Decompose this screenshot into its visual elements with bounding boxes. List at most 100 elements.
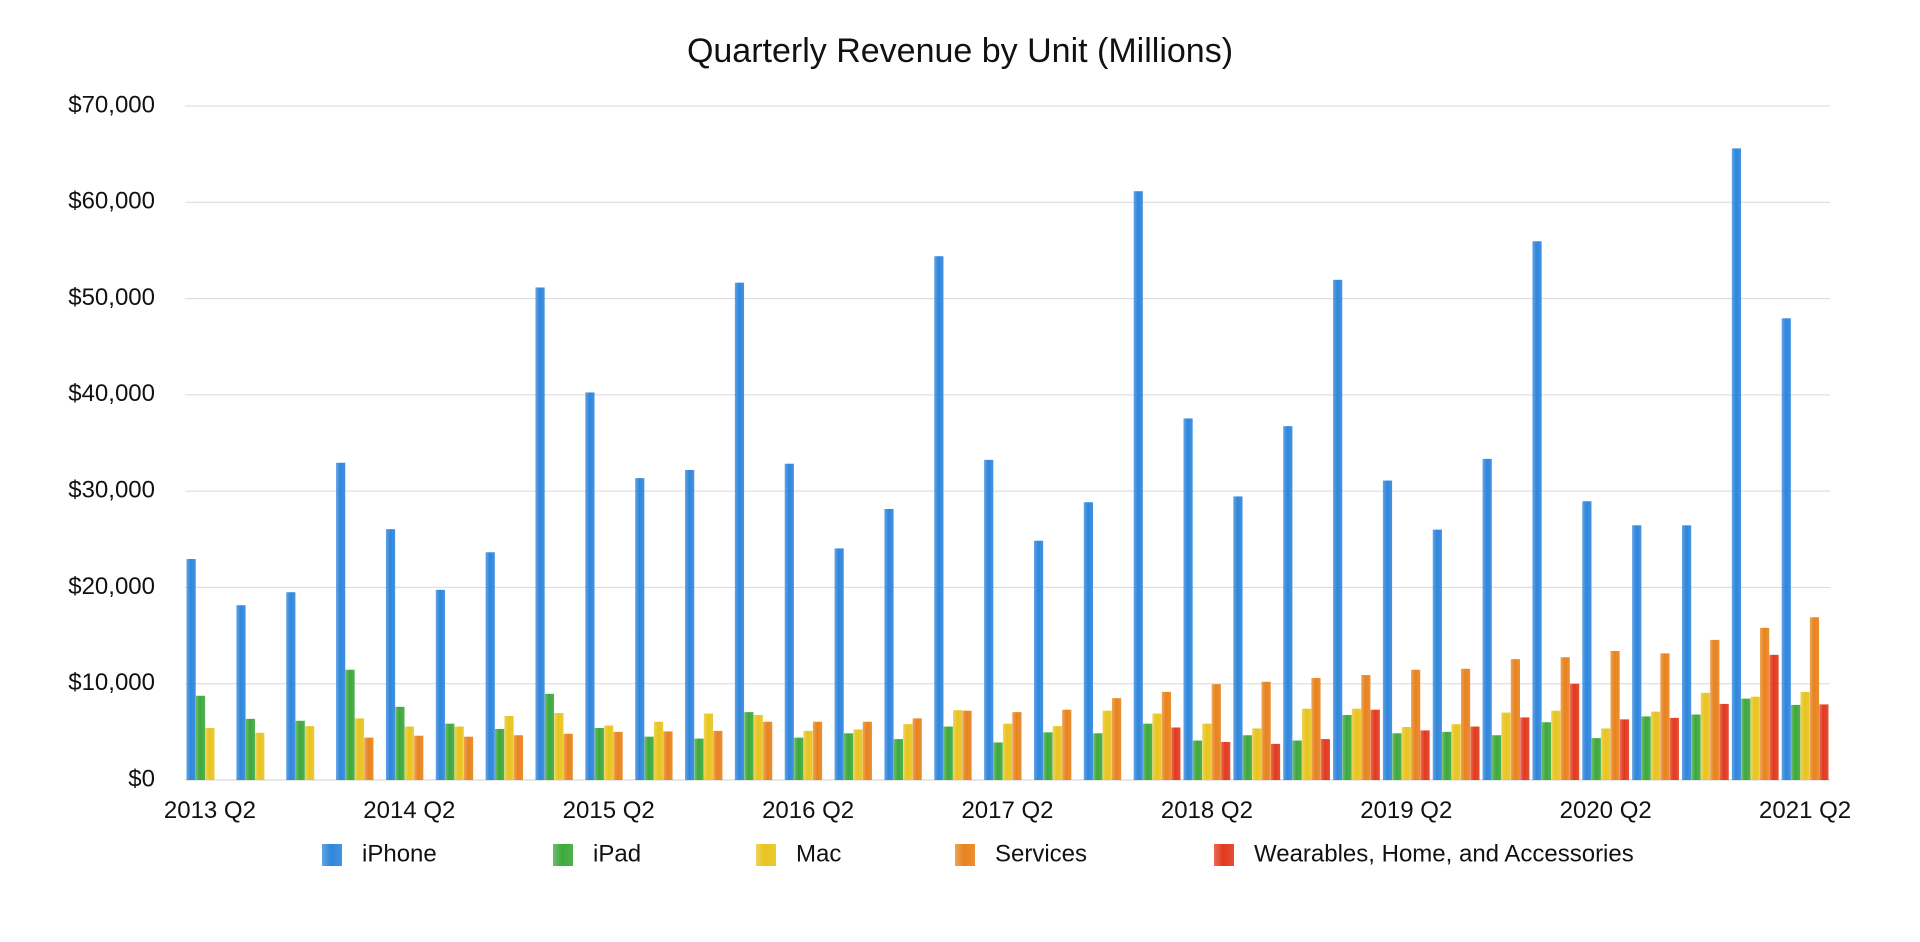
legend-swatch-wearables-home-and-accessories — [1214, 844, 1234, 866]
legend-label: Services — [995, 840, 1087, 867]
bar-ipad-2015-q1 — [544, 693, 555, 780]
bar-mac-2018-q3 — [1252, 728, 1262, 780]
bar-ipad-2015-q4 — [694, 738, 704, 780]
bar-ipad-2017-q1 — [943, 726, 953, 780]
bar-iphone-2020-q2 — [1582, 501, 1592, 780]
bar-mac-2013-q4 — [305, 726, 315, 780]
bar-mac-2013-q2 — [205, 728, 215, 780]
x-axis-ticks: 2013 Q2 2014 Q2 2015 Q2 2016 Q2 2017 Q2 2018 … — [164, 797, 1851, 824]
bar-ipad-2014-q3 — [445, 723, 455, 780]
bar-iphone-2014-q1 — [336, 462, 346, 780]
bar-services-2016-q1 — [763, 721, 773, 780]
bar-iphone-2014-q3 — [435, 589, 445, 780]
bar-services-2020-q4 — [1710, 639, 1720, 780]
y-tick-label: $0 — [128, 765, 155, 792]
legend-swatch-iphone — [322, 844, 342, 866]
bar-services-2019-q4 — [1510, 659, 1520, 780]
bar-mac-2013-q3 — [255, 732, 265, 780]
y-tick-label: $30,000 — [68, 476, 155, 503]
bar-mac-2018-q4 — [1301, 708, 1312, 780]
bar-mac-2016-q4 — [903, 724, 913, 780]
y-tick-label: $60,000 — [68, 188, 155, 215]
bar-ipad-2013-q3 — [245, 718, 255, 780]
bar-wearables-home-and-accessories-2019-q1 — [1370, 709, 1380, 780]
bar-iphone-2017-q3 — [1033, 540, 1044, 780]
bar-iphone-2014-q2 — [385, 529, 396, 780]
bar-mac-2014-q1 — [354, 718, 365, 780]
bar-ipad-2015-q3 — [644, 736, 654, 780]
x-tick-label: 2014 Q2 — [363, 797, 455, 824]
bar-iphone-2019-q2 — [1382, 480, 1393, 780]
bar-mac-2021-q2 — [1800, 691, 1810, 780]
bar-ipad-2014-q2 — [395, 706, 405, 780]
bar-wearables-home-and-accessories-2020-q1 — [1570, 683, 1580, 780]
bar-ipad-2020-q1 — [1541, 722, 1552, 780]
bar-wearables-home-and-accessories-2018-q2 — [1221, 741, 1231, 780]
bar-services-2016-q3 — [862, 721, 872, 780]
bar-ipad-2016-q3 — [843, 733, 854, 780]
bar-mac-2017-q1 — [953, 710, 963, 780]
bar-mac-2015-q4 — [703, 713, 714, 780]
legend: iPhone iPad Mac Services Wearables, Home, an… — [322, 840, 1634, 867]
legend-swatch-services — [955, 844, 975, 866]
bar-iphone-2018-q2 — [1183, 418, 1193, 780]
bar-iphone-2020-q1 — [1532, 241, 1542, 780]
bar-services-2016-q4 — [912, 718, 922, 780]
bar-iphone-2017-q2 — [984, 459, 994, 780]
bar-ipad-2019-q4 — [1491, 735, 1502, 780]
bar-wearables-home-and-accessories-2021-q1 — [1769, 654, 1779, 780]
bar-mac-2014-q2 — [404, 726, 414, 780]
bar-ipad-2019-q1 — [1342, 715, 1352, 780]
bar-mac-2017-q4 — [1102, 710, 1112, 780]
bar-iphone-2014-q4 — [485, 552, 495, 780]
bar-services-2021-q2 — [1809, 617, 1820, 780]
bar-services-2017-q1 — [962, 710, 972, 780]
bar-services-2014-q1 — [364, 737, 374, 780]
legend-label: Mac — [796, 840, 841, 867]
y-tick-label: $50,000 — [68, 284, 155, 311]
bar-iphone-2019-q1 — [1333, 279, 1343, 780]
bar-mac-2019-q1 — [1351, 708, 1362, 780]
legend-label: iPhone — [362, 840, 437, 867]
bar-iphone-2016-q3 — [834, 548, 844, 780]
bar-ipad-2018-q2 — [1192, 740, 1203, 780]
bar-wearables-home-and-accessories-2020-q4 — [1719, 703, 1729, 780]
bar-ipad-2013-q4 — [295, 720, 305, 780]
bar-mac-2016-q1 — [753, 715, 763, 780]
bar-iphone-2019-q4 — [1482, 458, 1492, 780]
bar-services-2018-q1 — [1161, 691, 1172, 780]
bar-mac-2020-q2 — [1601, 728, 1611, 780]
x-tick-label: 2013 Q2 — [164, 797, 256, 824]
bar-services-2016-q2 — [812, 721, 823, 780]
bar-ipad-2020-q2 — [1591, 738, 1601, 780]
bar-services-2015-q1 — [563, 733, 573, 780]
x-tick-label: 2015 Q2 — [563, 797, 655, 824]
bar-wearables-home-and-accessories-2018-q3 — [1270, 743, 1281, 780]
bar-ipad-2019-q2 — [1392, 733, 1402, 780]
bar-mac-2017-q2 — [1002, 723, 1013, 780]
bar-ipad-2018-q3 — [1242, 735, 1252, 780]
x-tick-label: 2017 Q2 — [961, 797, 1053, 824]
bar-services-2020-q3 — [1660, 653, 1670, 780]
bar-mac-2019-q4 — [1501, 712, 1511, 780]
bar-wearables-home-and-accessories-2019-q2 — [1420, 730, 1430, 780]
y-tick-label: $20,000 — [68, 573, 155, 600]
y-tick-label: $70,000 — [68, 91, 155, 118]
bar-mac-2019-q2 — [1401, 727, 1411, 780]
legend-label: Wearables, Home, and Accessories — [1254, 840, 1634, 867]
bar-services-2019-q2 — [1411, 669, 1421, 780]
bar-ipad-2014-q4 — [495, 728, 505, 780]
bar-ipad-2017-q3 — [1043, 732, 1053, 780]
x-tick-label: 2021 Q2 — [1759, 797, 1851, 824]
bar-mac-2017-q3 — [1052, 726, 1062, 780]
bar-mac-2019-q3 — [1451, 724, 1461, 780]
chart-title: Quarterly Revenue by Unit (Millions) — [687, 32, 1233, 70]
bar-mac-2016-q3 — [853, 729, 863, 780]
bar-services-2017-q4 — [1112, 698, 1122, 780]
bar-ipad-2013-q2 — [195, 695, 206, 780]
bar-services-2014-q4 — [513, 735, 524, 780]
bar-services-2020-q1 — [1560, 657, 1570, 780]
bar-iphone-2018-q4 — [1283, 426, 1293, 780]
bar-ipad-2021-q1 — [1741, 698, 1751, 780]
